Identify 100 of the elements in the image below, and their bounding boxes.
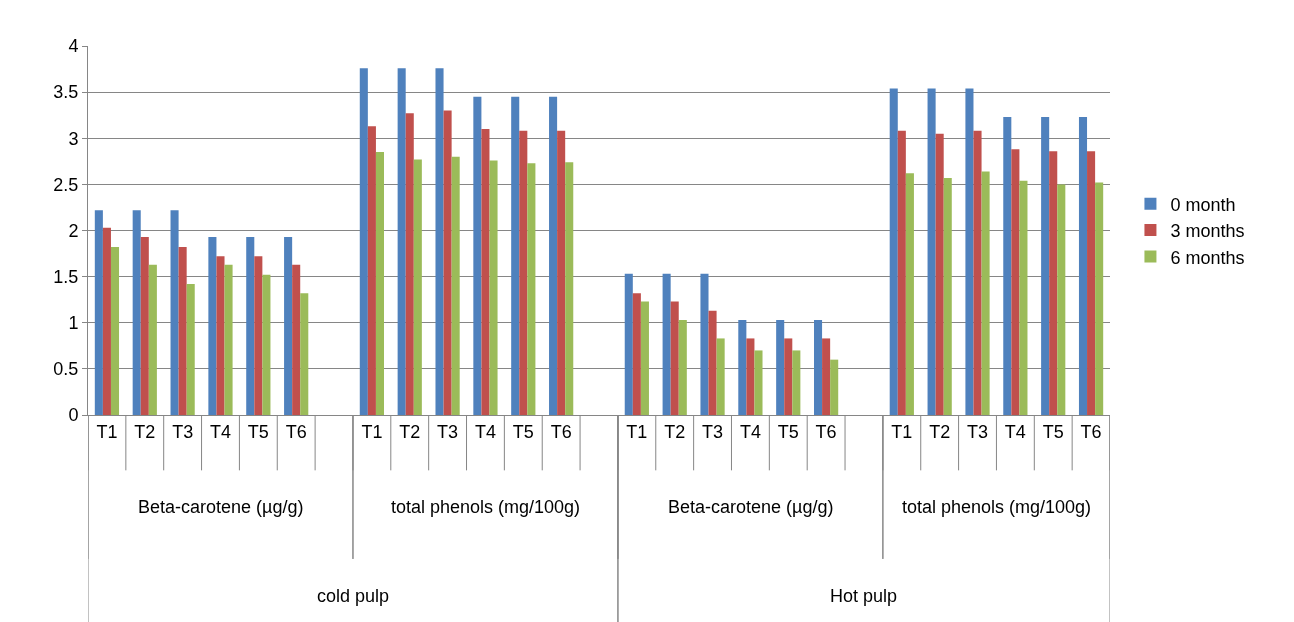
x-tick-label: T1 xyxy=(361,421,383,442)
x-tick-label: T2 xyxy=(399,421,421,442)
bar xyxy=(662,273,671,415)
bar xyxy=(935,133,944,415)
x-tick-label: T4 xyxy=(474,421,496,442)
bar xyxy=(435,68,444,415)
bar xyxy=(973,130,982,415)
bar xyxy=(246,236,255,415)
bar xyxy=(284,236,293,415)
bar xyxy=(814,319,823,415)
x-tick-label: T5 xyxy=(247,421,269,442)
bar xyxy=(943,177,952,415)
bar xyxy=(1095,182,1104,415)
legend-label: 6 months xyxy=(1170,247,1245,268)
bar xyxy=(443,110,452,415)
y-tick-label: 3 xyxy=(68,128,79,149)
text: Beta-carotene (µg/g) xyxy=(668,497,834,517)
bar xyxy=(473,96,482,415)
bar xyxy=(1041,117,1050,415)
bar xyxy=(375,152,384,415)
bar xyxy=(624,273,633,415)
bar xyxy=(746,338,755,415)
bar xyxy=(905,173,914,415)
bar xyxy=(822,338,831,415)
x-tick-label: T2 xyxy=(664,421,686,442)
x-tick-label: T1 xyxy=(96,421,118,442)
bar xyxy=(927,88,936,415)
bar xyxy=(1003,117,1012,415)
bar xyxy=(208,236,217,415)
x-tick-label: T6 xyxy=(1080,421,1102,442)
bar xyxy=(670,301,679,415)
text: Hot pulp xyxy=(830,586,898,606)
bar xyxy=(792,350,801,415)
legend-label: 3 months xyxy=(1170,221,1245,242)
bar xyxy=(519,130,528,415)
y-tick-label: 2.5 xyxy=(53,174,79,195)
bar xyxy=(140,236,149,415)
bar xyxy=(397,68,406,415)
x-tick-label: T5 xyxy=(777,421,799,442)
bar xyxy=(716,338,725,415)
bar xyxy=(367,126,376,415)
bar xyxy=(178,247,187,415)
x-tick-label: T4 xyxy=(739,421,761,442)
bar xyxy=(102,227,111,415)
bar xyxy=(451,156,460,415)
y-tick-label: 1.5 xyxy=(53,266,79,287)
bar xyxy=(889,88,898,415)
x-tick-label: T2 xyxy=(929,421,951,442)
bar xyxy=(254,256,263,415)
bar xyxy=(132,210,141,415)
y-tick-label: 2 xyxy=(68,220,79,241)
bar xyxy=(776,319,785,415)
x-tick-label: T6 xyxy=(550,421,572,442)
bar xyxy=(148,264,157,415)
bar xyxy=(981,171,990,415)
legend-label: 0 month xyxy=(1170,194,1236,215)
bar xyxy=(1078,117,1088,415)
x-tick-label: T3 xyxy=(172,421,194,442)
bar xyxy=(94,210,103,415)
bar xyxy=(292,264,301,415)
bar xyxy=(640,301,649,415)
bar xyxy=(965,88,974,415)
bar xyxy=(110,247,120,415)
x-tick-label: T3 xyxy=(437,421,459,442)
bar xyxy=(565,162,574,415)
bar xyxy=(1011,149,1020,415)
bar xyxy=(1049,151,1058,415)
x-tick-label: T1 xyxy=(891,421,913,442)
bar xyxy=(738,319,747,415)
bar xyxy=(1057,184,1066,415)
bar xyxy=(511,96,520,415)
bar xyxy=(216,256,225,415)
y-tick-label: 4 xyxy=(68,36,79,57)
bar xyxy=(170,210,179,415)
y-tick-label: 3.5 xyxy=(53,82,79,103)
bar xyxy=(224,264,233,415)
bar xyxy=(678,319,687,415)
bar xyxy=(708,310,717,415)
bar xyxy=(527,163,536,415)
bar xyxy=(632,293,641,415)
bar xyxy=(1087,151,1096,415)
bar xyxy=(300,293,309,415)
bar xyxy=(359,68,368,415)
text: cold pulp xyxy=(317,586,390,606)
text: total phenols (mg/100g) xyxy=(902,497,1092,517)
x-tick-label: T1 xyxy=(626,421,648,442)
x-tick-label: T6 xyxy=(815,421,837,442)
bar xyxy=(897,130,906,415)
x-tick-label: T5 xyxy=(1042,421,1064,442)
x-tick-label: T3 xyxy=(702,421,724,442)
x-tick-label: T3 xyxy=(967,421,989,442)
bar xyxy=(754,350,763,415)
bar xyxy=(557,130,566,415)
x-tick-label: T5 xyxy=(512,421,534,442)
text: total phenols (mg/100g) xyxy=(391,497,581,517)
y-tick-label: 1 xyxy=(68,313,79,334)
bar xyxy=(830,359,839,415)
x-tick-label: T4 xyxy=(1004,421,1026,442)
bar xyxy=(186,284,195,415)
bar xyxy=(784,338,793,415)
